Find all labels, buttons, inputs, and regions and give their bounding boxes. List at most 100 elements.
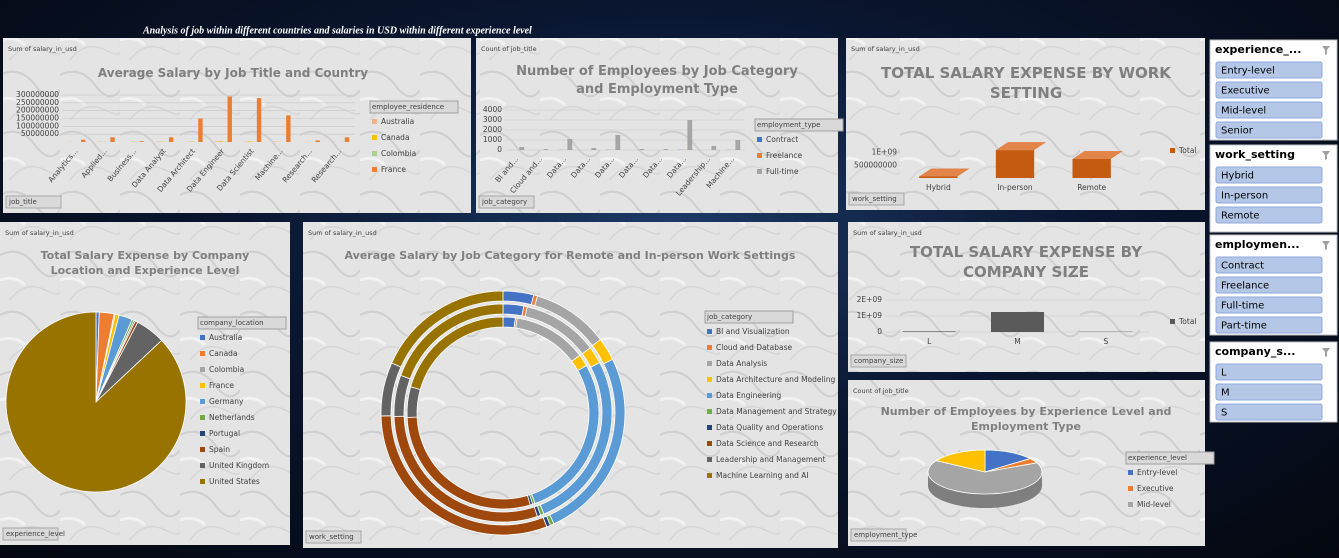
slicer-item-label: Full-time bbox=[1221, 301, 1264, 312]
bar bbox=[139, 141, 145, 142]
chart-title: Number of Employees by Experience Level … bbox=[880, 405, 1172, 433]
slice bbox=[984, 449, 1032, 473]
chart-title: Average Salary by Job Title and Country bbox=[97, 66, 369, 80]
legend-label: France bbox=[209, 381, 234, 390]
slice bbox=[5, 311, 187, 493]
filter-button[interactable] bbox=[305, 530, 362, 544]
legend-title: employee_residence bbox=[372, 103, 444, 111]
field-button: Count of job_title bbox=[481, 45, 537, 53]
chart-panel bbox=[848, 222, 1205, 372]
legend-label: Data Management and Strategy bbox=[716, 407, 837, 416]
slicer-item[interactable] bbox=[1215, 316, 1323, 334]
bar bbox=[591, 148, 597, 150]
y-tick-label: 1E+09 bbox=[872, 148, 898, 157]
legend-swatch bbox=[707, 441, 712, 446]
x-tick-label: Remote bbox=[1077, 183, 1106, 192]
bar-top bbox=[1072, 151, 1123, 159]
slicer-filter-icon[interactable] bbox=[1322, 46, 1330, 55]
dashboard-title: Analysis of job within different countri… bbox=[142, 25, 532, 36]
bar-top bbox=[919, 168, 970, 177]
bar bbox=[214, 141, 219, 142]
y-tick-label: 100000000 bbox=[16, 121, 59, 130]
slicer-item-label: Mid-level bbox=[1221, 106, 1266, 117]
legend-label: Canada bbox=[209, 349, 238, 358]
slicer-item[interactable] bbox=[1215, 276, 1323, 294]
slicer-title: work_setting bbox=[1215, 148, 1295, 161]
bar-top bbox=[995, 142, 1047, 151]
slicer-item-label: S bbox=[1221, 408, 1227, 419]
legend-title-button bbox=[704, 310, 794, 324]
legend-title: experience_level bbox=[1128, 454, 1187, 462]
slicer-item[interactable] bbox=[1215, 81, 1323, 99]
bar bbox=[519, 147, 525, 150]
slicer-item[interactable] bbox=[1215, 101, 1323, 119]
slicer-item-label: Remote bbox=[1221, 211, 1260, 222]
legend-title-button bbox=[754, 118, 844, 132]
legend-swatch bbox=[200, 463, 205, 468]
filter-button[interactable] bbox=[2, 527, 59, 541]
y-tick-label: 150000000 bbox=[16, 114, 59, 123]
field-button: Count of job_title bbox=[853, 387, 909, 395]
slice bbox=[391, 290, 504, 368]
x-tick-label: Hybrid bbox=[926, 183, 951, 192]
legend-label: Data Quality and Operations bbox=[716, 423, 823, 432]
slicer-item[interactable] bbox=[1215, 121, 1323, 139]
slicer-item[interactable] bbox=[1215, 403, 1323, 421]
bar bbox=[315, 140, 320, 142]
legend-label: BI and Visualization bbox=[716, 327, 790, 336]
filter-button[interactable] bbox=[478, 195, 535, 209]
slicer-filter-icon[interactable] bbox=[1322, 348, 1330, 357]
legend-swatch bbox=[757, 137, 762, 142]
legend-label: Freelance bbox=[766, 151, 802, 160]
slicer-title: employmen... bbox=[1215, 238, 1300, 251]
legend-swatch bbox=[707, 329, 712, 334]
slicer-item[interactable] bbox=[1215, 363, 1323, 381]
slicer-item-label: M bbox=[1221, 388, 1230, 399]
bar bbox=[567, 139, 573, 150]
y-tick-label: 250000000 bbox=[16, 98, 59, 107]
chart-title: TOTAL SALARY EXPENSE BY COMPANY SIZE bbox=[909, 243, 1143, 282]
filter-button-label: company_size bbox=[854, 357, 903, 365]
slicer-item-label: Hybrid bbox=[1221, 171, 1254, 182]
field-button: Sum of salary_in_usd bbox=[308, 229, 377, 237]
filter-button[interactable] bbox=[850, 354, 907, 368]
slicer-filter-icon[interactable] bbox=[1322, 241, 1330, 250]
slicer-item[interactable] bbox=[1215, 256, 1323, 274]
filter-button[interactable] bbox=[848, 192, 905, 206]
filter-button[interactable] bbox=[850, 528, 907, 542]
field-button: Sum of salary_in_usd bbox=[5, 229, 74, 237]
bar bbox=[198, 118, 203, 142]
legend-swatch bbox=[372, 119, 377, 124]
slicer-item[interactable] bbox=[1215, 61, 1323, 79]
legend-swatch bbox=[200, 367, 205, 372]
y-tick-label: 1E+09 bbox=[857, 311, 883, 320]
filter-button[interactable] bbox=[5, 195, 62, 209]
slicer-item[interactable] bbox=[1215, 296, 1323, 314]
slicer-item[interactable] bbox=[1215, 186, 1323, 204]
slicer-item[interactable] bbox=[1215, 206, 1323, 224]
x-tick-label: L bbox=[927, 337, 932, 346]
slicer-item[interactable] bbox=[1215, 166, 1323, 184]
bar bbox=[1072, 159, 1111, 178]
legend-label: Leadership and Management bbox=[716, 455, 826, 464]
y-tick-label: 300000000 bbox=[16, 90, 59, 99]
bar bbox=[286, 115, 291, 142]
slice bbox=[935, 449, 986, 473]
y-tick-label: 500000000 bbox=[854, 160, 897, 169]
y-tick-label: 2000 bbox=[483, 125, 502, 134]
legend-label: Germany bbox=[209, 397, 244, 406]
bar bbox=[256, 98, 262, 142]
filter-button-label: work_setting bbox=[309, 533, 354, 541]
slicer-item-label: Executive bbox=[1221, 86, 1270, 97]
legend-swatch bbox=[200, 399, 205, 404]
slicer-item[interactable] bbox=[1215, 383, 1323, 401]
bar bbox=[81, 139, 86, 142]
slicer-filter-icon[interactable] bbox=[1322, 151, 1330, 160]
legend-swatch bbox=[707, 409, 712, 414]
bar bbox=[168, 137, 174, 142]
legend-label: Colombia bbox=[381, 149, 416, 158]
chart-panel bbox=[3, 38, 471, 213]
bar bbox=[902, 331, 956, 332]
